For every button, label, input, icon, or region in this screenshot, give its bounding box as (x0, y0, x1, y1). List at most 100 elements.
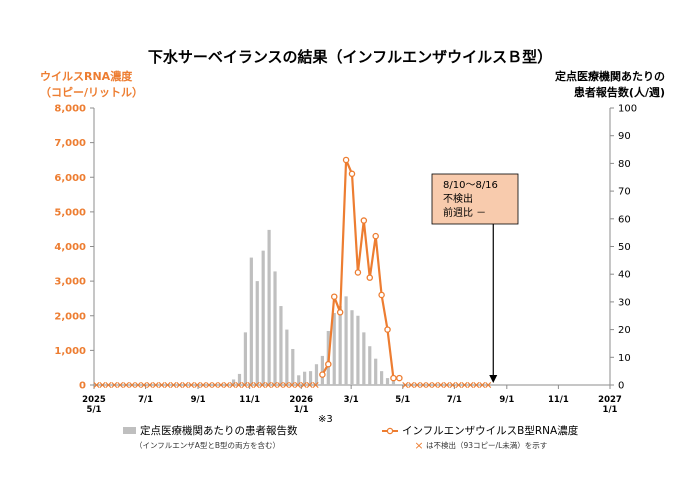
not-detected-marker (194, 382, 201, 388)
not-detected-marker (164, 382, 171, 388)
legend-not-detected-marker: × (414, 439, 423, 452)
right-tick-label: 40 (618, 270, 631, 281)
annotation-arrow-head (489, 375, 498, 383)
not-detected-marker (277, 382, 284, 388)
not-detected-marker (129, 382, 136, 388)
not-detected-marker (294, 382, 301, 388)
right-tick-label: 10 (618, 353, 631, 364)
not-detected-marker (229, 382, 236, 388)
rna-data-point (336, 309, 344, 316)
not-detected-marker (431, 382, 438, 388)
not-detected-marker (140, 382, 147, 388)
bar (261, 250, 265, 385)
left-tick-label: 7,000 (54, 138, 86, 149)
not-detected-marker (306, 382, 313, 388)
right-axis-label-2: 患者報告数(人/週) (574, 85, 665, 99)
bar (308, 371, 313, 385)
bar (243, 332, 248, 385)
left-axis-label-1: ウイルスRNA濃度 (40, 69, 133, 83)
not-detected-marker (200, 382, 207, 388)
not-detected-marker (271, 382, 278, 388)
right-tick-label: 100 (618, 104, 637, 115)
not-detected-marker (134, 382, 141, 388)
x-tick-label: 2026 (289, 395, 313, 405)
x-tick-label: 5/1 (395, 395, 410, 405)
left-axis-label-2: （コピー/リットル） (40, 86, 143, 99)
rna-data-point (384, 326, 391, 333)
right-tick-label: 0 (618, 381, 624, 392)
not-detected-marker (146, 382, 153, 388)
not-detected-marker (443, 382, 450, 388)
right-tick-label: 50 (618, 242, 631, 253)
annotation-status: 不検出 (443, 192, 473, 205)
not-detected-marker (188, 382, 195, 388)
right-tick-label: 30 (618, 297, 631, 308)
bar (338, 306, 342, 385)
not-detected-marker (455, 382, 462, 388)
bar (255, 281, 259, 385)
not-detected-marker (223, 382, 230, 388)
rna-data-point (354, 269, 362, 276)
rna-data-point (366, 274, 374, 281)
not-detected-marker (402, 382, 409, 388)
legend-bar-swatch (123, 427, 136, 434)
plot-area: 0 1,000 2,000 3,000 4,000 5,000 6,000 7,000 8,00… (54, 104, 637, 416)
right-tick-label: 60 (618, 214, 631, 225)
bar (344, 296, 348, 385)
right-axis-label-1: 定点医療機関あたりの (555, 69, 665, 83)
left-tick-label: 1,000 (54, 346, 86, 357)
x-tick-label: 7/1 (447, 395, 462, 405)
not-detected-marker (414, 382, 421, 388)
rna-data-point (330, 293, 338, 300)
bar (380, 371, 384, 385)
not-detected-marker (253, 382, 260, 388)
not-detected-marker (300, 382, 307, 388)
not-detected-marker (217, 382, 224, 388)
note-reference: ※3 (318, 414, 333, 425)
bar (320, 355, 324, 385)
legend-bar-label: 定点医療機関あたりの患者報告数 (140, 424, 298, 437)
bar (249, 257, 253, 385)
rna-data-point (348, 170, 356, 178)
x-tick-label: 2027 (598, 395, 622, 405)
annotation-change: 前週比 － (443, 206, 486, 219)
x-tick-label: 11/1 (548, 395, 569, 405)
not-detected-marker (408, 382, 415, 388)
x-tick-label: 9/1 (499, 395, 514, 405)
not-detected-marker (206, 382, 213, 388)
bar (314, 364, 319, 385)
bar (291, 348, 295, 385)
legend-not-detected-label: は不検出（93コピー/L未満）を示す (426, 440, 547, 450)
not-detected-marker (259, 382, 266, 388)
not-detected-marker (170, 382, 177, 388)
left-tick-label: 3,000 (54, 277, 86, 288)
not-detected-marker (93, 382, 100, 388)
chart-title: 下水サーベイランスの結果（インフルエンザウイルスＢ型） (148, 48, 552, 66)
left-tick-label: 8,000 (54, 104, 86, 115)
right-tick-label: 20 (618, 325, 631, 336)
rna-data-point (396, 374, 403, 382)
not-detected-marker (449, 382, 456, 388)
legend-bar-sublabel: （インフルエンザA型とB型の両方を含む） (135, 440, 280, 450)
bar (356, 315, 360, 385)
not-detected-marker (425, 382, 432, 388)
legend-line-label: インフルエンザウイルスB型RNA濃度 (402, 424, 579, 437)
rna-data-point (325, 360, 332, 368)
not-detected-marker (420, 382, 427, 388)
bar (297, 375, 301, 385)
rna-data-point (378, 291, 385, 299)
not-detected-marker (241, 382, 248, 388)
not-detected-marker (265, 382, 272, 388)
right-tick-label: 80 (618, 159, 631, 170)
rna-data-point (372, 232, 379, 240)
not-detected-marker (312, 382, 319, 388)
not-detected-marker (473, 382, 480, 388)
not-detected-marker (467, 382, 474, 388)
not-detected-marker (99, 382, 106, 388)
bar (332, 312, 336, 385)
not-detected-marker (105, 382, 112, 388)
not-detected-marker (235, 382, 242, 388)
not-detected-marker (283, 382, 290, 388)
annotation-box: 8/10～8/16 不検出 前週比 － (431, 173, 519, 383)
